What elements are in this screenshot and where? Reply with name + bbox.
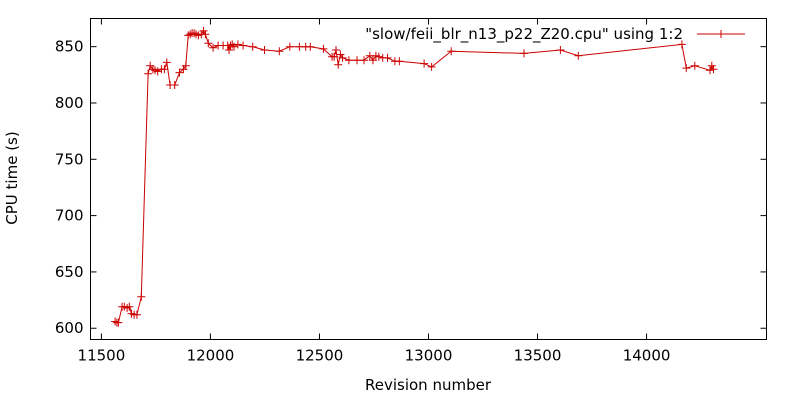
x-axis-label: Revision number bbox=[365, 376, 492, 394]
axis-ticks: 11500 12000 12500 13000 13500 14000 600 650 700 7… bbox=[55, 18, 767, 365]
data-point bbox=[162, 58, 171, 67]
data-point bbox=[690, 61, 699, 70]
data-point bbox=[144, 69, 153, 78]
data-point bbox=[209, 43, 218, 52]
data-point bbox=[344, 56, 353, 65]
y-tick-label: 650 bbox=[55, 263, 84, 281]
x-tick-label: 14000 bbox=[623, 347, 671, 365]
data-point bbox=[175, 68, 184, 77]
data-point bbox=[520, 49, 528, 58]
data-point bbox=[181, 61, 190, 70]
data-point bbox=[574, 51, 583, 60]
data-point bbox=[427, 62, 436, 71]
data-point bbox=[148, 65, 157, 74]
x-tick-label: 13500 bbox=[514, 347, 562, 365]
data-point bbox=[306, 42, 315, 51]
y-tick-label: 700 bbox=[55, 207, 84, 225]
data-point bbox=[707, 61, 716, 70]
data-point bbox=[706, 66, 714, 75]
data-point bbox=[709, 65, 718, 74]
data-point bbox=[233, 40, 242, 49]
data-point bbox=[383, 53, 392, 62]
series-layer bbox=[111, 26, 718, 327]
series-line bbox=[114, 29, 714, 324]
data-point bbox=[677, 40, 686, 49]
x-tick-label: 11500 bbox=[78, 347, 126, 365]
data-point bbox=[682, 64, 691, 73]
x-tick-label: 12000 bbox=[187, 347, 235, 365]
data-point bbox=[332, 46, 340, 54]
data-point bbox=[225, 46, 233, 54]
y-tick-label: 850 bbox=[55, 38, 84, 56]
data-point bbox=[275, 47, 284, 56]
data-point bbox=[330, 52, 339, 61]
legend-label: "slow/feii_blr_n13_p22_Z20.cpu" using 1:… bbox=[365, 25, 683, 44]
data-point bbox=[111, 317, 120, 326]
data-point bbox=[170, 81, 179, 89]
legend-marker bbox=[717, 30, 725, 38]
y-axis-label: CPU time (s) bbox=[3, 131, 21, 224]
data-point bbox=[160, 65, 169, 74]
data-point bbox=[204, 39, 213, 48]
data-point bbox=[199, 26, 208, 35]
data-point bbox=[114, 318, 123, 327]
x-tick-label: 13000 bbox=[405, 347, 453, 365]
data-point bbox=[239, 41, 248, 50]
data-point bbox=[368, 56, 377, 65]
data-point bbox=[395, 57, 404, 66]
data-point bbox=[125, 302, 134, 311]
data-point bbox=[132, 310, 141, 319]
x-tick-label: 12500 bbox=[296, 347, 344, 365]
data-point bbox=[248, 42, 257, 51]
y-tick-label: 750 bbox=[55, 150, 84, 168]
data-point bbox=[260, 46, 269, 54]
data-point bbox=[374, 52, 383, 61]
data-point bbox=[190, 29, 199, 38]
data-point bbox=[353, 56, 361, 65]
data-point bbox=[201, 30, 210, 39]
data-point bbox=[334, 60, 343, 69]
data-point bbox=[556, 46, 565, 54]
y-tick-label: 600 bbox=[55, 319, 84, 337]
data-point bbox=[338, 53, 347, 62]
data-point bbox=[285, 42, 294, 51]
data-point bbox=[360, 56, 368, 65]
legend: "slow/feii_blr_n13_p22_Z20.cpu" using 1:… bbox=[365, 25, 745, 44]
data-point bbox=[319, 44, 328, 53]
y-tick-label: 800 bbox=[55, 94, 84, 112]
data-point bbox=[447, 47, 456, 56]
data-point bbox=[226, 41, 235, 50]
data-point bbox=[420, 59, 429, 68]
data-point bbox=[137, 292, 146, 301]
